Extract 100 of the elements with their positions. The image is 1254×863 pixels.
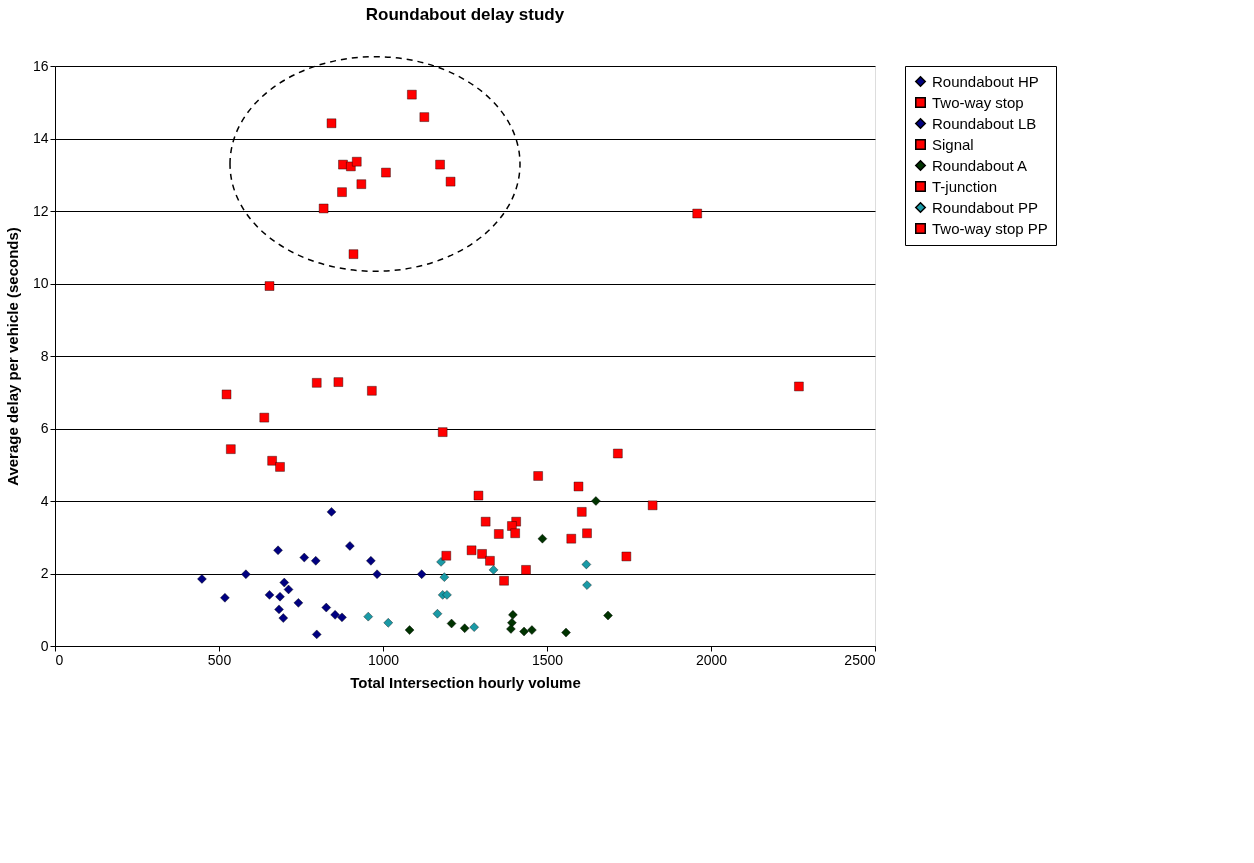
x-tick-label: 0 [55, 651, 64, 668]
point [366, 556, 376, 566]
point [275, 592, 285, 602]
point [275, 462, 285, 472]
y-tick-label: 16 [32, 57, 49, 74]
point [439, 572, 450, 582]
point [577, 507, 587, 517]
point [566, 534, 576, 544]
point [613, 448, 623, 459]
legend-label: Roundabout HP [932, 72, 1039, 90]
point [279, 577, 289, 588]
x-tick-label: 2000 [695, 651, 728, 668]
point [621, 551, 632, 562]
point [445, 176, 456, 187]
point [647, 500, 658, 511]
point [404, 625, 415, 635]
y-tick-label: 6 [40, 420, 49, 436]
point [226, 444, 236, 454]
point [692, 208, 702, 219]
x-tick-label: 2500 [844, 651, 876, 668]
point [432, 609, 443, 619]
point [582, 528, 592, 538]
point [221, 389, 232, 400]
y-tick-label: 8 [40, 347, 49, 364]
point [264, 590, 275, 600]
point [299, 552, 309, 563]
legend-label: Roundabout PP [932, 198, 1038, 216]
point [333, 377, 344, 387]
point [460, 623, 470, 633]
point [381, 167, 391, 178]
point [438, 427, 448, 437]
point [508, 610, 518, 620]
point [435, 159, 445, 170]
point [311, 556, 321, 566]
point [326, 507, 337, 517]
x-tick-label: 1000 [367, 651, 400, 668]
point [356, 179, 367, 189]
point [417, 569, 427, 579]
point [264, 281, 275, 291]
legend-label: Two-way stop [932, 93, 1024, 111]
point [473, 490, 484, 501]
point [533, 471, 543, 481]
point [519, 626, 529, 637]
point [363, 611, 373, 622]
point [318, 203, 329, 214]
x-tick-label: 1500 [531, 651, 564, 668]
point [510, 528, 520, 538]
point [274, 604, 284, 615]
legend-label: Roundabout A [932, 156, 1028, 174]
point [337, 612, 347, 623]
point [582, 580, 592, 590]
point [259, 412, 269, 423]
point [330, 610, 340, 620]
point [312, 629, 322, 640]
point [506, 624, 516, 634]
point [477, 549, 487, 559]
point [591, 496, 601, 506]
point [283, 584, 294, 595]
point [794, 381, 804, 392]
point [273, 545, 283, 555]
y-tick-label: 2 [40, 565, 49, 581]
point [419, 112, 429, 122]
point [372, 569, 382, 579]
point [561, 627, 571, 638]
point [345, 541, 355, 551]
point [603, 610, 613, 621]
x-tick-label: 500 [207, 651, 232, 668]
point [267, 456, 277, 466]
point [581, 559, 592, 570]
legend-label: Signal [932, 135, 974, 153]
point [469, 622, 479, 632]
point [407, 89, 417, 100]
point [573, 481, 584, 492]
point [488, 565, 499, 575]
point [352, 157, 362, 167]
chart-title: Roundabout delay study [365, 4, 565, 24]
point [485, 556, 495, 566]
point [312, 378, 322, 388]
point [293, 598, 304, 608]
point [499, 576, 509, 586]
legend-label: Roundabout LB [932, 114, 1037, 132]
point [278, 613, 288, 623]
legend-label: Two-way stop PP [932, 219, 1048, 237]
point [480, 516, 491, 527]
point [441, 551, 451, 561]
y-tick-label: 0 [40, 637, 49, 654]
y-tick-label: 4 [40, 492, 49, 509]
y-axis-title: Average delay per vehicle (seconds) [3, 227, 21, 486]
point [348, 249, 359, 259]
legend-label: T-junction [932, 177, 998, 195]
point [446, 618, 457, 629]
point [220, 593, 230, 603]
point [321, 602, 331, 613]
point [197, 574, 207, 584]
point [326, 118, 337, 128]
point [442, 590, 452, 600]
y-tick-label: 10 [32, 275, 49, 291]
point [241, 569, 251, 579]
x-axis-title: Total Intersection hourly volume [350, 673, 581, 691]
y-tick-label: 14 [32, 130, 49, 146]
